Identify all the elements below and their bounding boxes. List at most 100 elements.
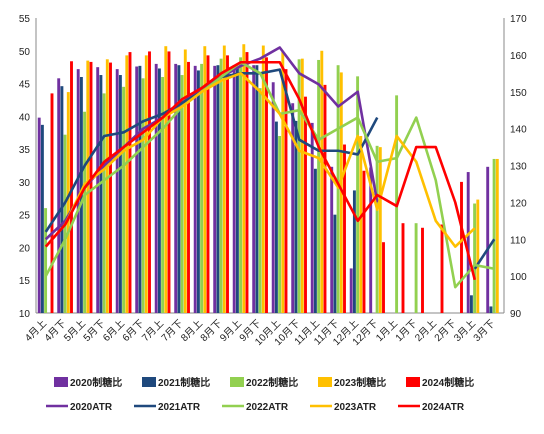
x-tick-label: 2月上 (412, 317, 439, 344)
bar-2021制糖比-11月下 (333, 214, 337, 313)
bar-2023制糖比-9月下 (261, 45, 265, 314)
x-tick-label: 8月下 (198, 317, 225, 344)
line-2020ATR-0 (44, 46, 379, 241)
left-tick-label: 50 (19, 47, 31, 58)
right-tick-label: 150 (510, 88, 527, 99)
bar-2023制糖比-8月上 (203, 46, 207, 313)
bar-2023制糖比-5月下 (105, 59, 109, 313)
bar-2020制糖比-9月上 (232, 65, 236, 313)
bar-2024制糖比-11月下 (343, 144, 346, 313)
right-axis: 90 100 110 120 130 140 150 160 170 (510, 14, 527, 320)
line-2022ATR-0 (44, 60, 495, 289)
bar-2022制糖比-6月上 (122, 86, 126, 313)
bar-2022制糖比-11月上 (317, 59, 321, 314)
bar-2023制糖比-12月上 (359, 136, 363, 313)
bar-2020制糖比-10月上 (271, 82, 275, 313)
legend-label: 2023ATR (334, 402, 377, 413)
bar-2020制糖比-12月上 (349, 268, 353, 313)
bar-2024制糖比-9月下 (265, 57, 268, 314)
bar-2023制糖比-4月下 (66, 92, 70, 313)
bar-2022制糖比-12月下 (375, 145, 379, 313)
bar-2024制糖比-12月上 (362, 170, 366, 313)
bar-2021制糖比-10月上 (274, 121, 278, 313)
bar-2023制糖比-5月上 (86, 60, 90, 313)
legend-label: 2024制糖比 (422, 376, 474, 389)
x-tick-label: 9月上 (217, 317, 244, 344)
bar-2020制糖比-8月下 (213, 65, 217, 313)
line-2021ATR-1 (473, 238, 496, 270)
x-tick-label: 1月上 (373, 317, 400, 344)
bar-2023制糖比-9月上 (242, 44, 246, 313)
bar-2024制糖比-10月上 (284, 69, 288, 313)
legend-label: 2021制糖比 (158, 376, 210, 389)
bar-2023制糖比-12月下 (378, 147, 382, 313)
bar-2023制糖比-10月上 (281, 52, 285, 313)
right-tick-label: 130 (510, 162, 527, 173)
bar-2024制糖比-6月下 (148, 51, 151, 313)
bar-2021制糖比-9月上 (235, 68, 239, 313)
bar-2024制糖比-7月下 (187, 61, 190, 313)
x-tick-label: 8月上 (178, 317, 205, 344)
bar-2022制糖比-5月上 (83, 111, 87, 313)
bar-2022制糖比-8月上 (200, 63, 204, 314)
bar-2021制糖比-6月下 (138, 65, 142, 313)
bar-2022制糖比-9月上 (239, 57, 243, 314)
x-tick-label: 5月上 (61, 317, 88, 344)
bar-2024制糖比-1月下 (421, 227, 424, 313)
bar-2021制糖比-8月上 (196, 70, 200, 313)
bar-2023制糖比-6月下 (144, 55, 148, 313)
legend-label: 2021ATR (158, 402, 201, 413)
bar-2021制糖比-3月下 (489, 306, 493, 313)
bar-2020制糖比-4月下 (57, 78, 61, 313)
bar-2020制糖比-11月上 (310, 122, 314, 313)
legend-swatch-2022制糖比 (230, 377, 244, 387)
legend-swatch-2021制糖比 (142, 377, 156, 387)
right-tick-label: 110 (510, 235, 526, 246)
left-tick-label: 45 (19, 80, 31, 91)
left-tick-label: 25 (19, 211, 31, 222)
legend-label: 2022ATR (246, 402, 289, 413)
bar-2020制糖比-11月下 (330, 166, 334, 313)
legend-swatch-2020制糖比 (54, 377, 68, 387)
x-tick-label: 3月上 (451, 317, 478, 344)
bar-2020制糖比-8月上 (193, 65, 197, 313)
bar-2024制糖比-9月上 (245, 52, 249, 313)
bar-2024制糖比-6月上 (128, 52, 132, 313)
lines-layer (44, 46, 496, 289)
bar-2020制糖比-12月下 (369, 167, 373, 313)
bar-2020制糖比-7月上 (154, 63, 158, 314)
x-tick-label: 5月下 (81, 317, 108, 344)
x-tick-label: 6月上 (100, 317, 127, 344)
bar-2023制糖比-11月下 (339, 72, 343, 314)
bar-2021制糖比-7月下 (177, 65, 181, 313)
legend-swatch-2024制糖比 (406, 377, 420, 387)
legend-label: 2023制糖比 (334, 376, 386, 389)
bar-2023制糖比-8月下 (222, 45, 226, 314)
legend-label: 2024ATR (422, 402, 465, 413)
bar-2021制糖比-9月下 (255, 65, 259, 313)
bar-2024制糖比-8月上 (206, 55, 210, 313)
bar-2022制糖比-6月下 (141, 78, 145, 313)
right-tick-label: 160 (510, 51, 527, 62)
x-tick-label: 7月下 (159, 317, 186, 344)
left-tick-label: 10 (19, 309, 31, 320)
bar-2022制糖比-4月上 (44, 208, 48, 313)
bar-2021制糖比-10月下 (294, 120, 298, 313)
left-tick-label: 15 (19, 276, 31, 287)
x-tick-label: 4月上 (22, 317, 49, 344)
bar-2020制糖比-3月上 (466, 172, 470, 313)
bar-2022制糖比-3月下 (492, 158, 496, 313)
left-tick-label: 40 (19, 112, 31, 123)
bar-2023制糖比-6月上 (125, 55, 129, 313)
bar-2021制糖比-11月上 (313, 168, 317, 313)
bar-2021制糖比-5月下 (99, 75, 103, 314)
right-tick-label: 100 (510, 272, 527, 283)
bar-2024制糖比-5月上 (89, 61, 93, 313)
bar-2023制糖比-7月上 (164, 46, 168, 313)
bar-2023制糖比-3月下 (495, 158, 499, 313)
bar-2024制糖比-1月上 (401, 223, 405, 313)
bar-2024制糖比-4月下 (70, 61, 73, 314)
bar-2023制糖比-7月下 (183, 49, 187, 313)
bar-2022制糖比-8月下 (219, 58, 223, 314)
left-tick-label: 20 (19, 243, 31, 254)
